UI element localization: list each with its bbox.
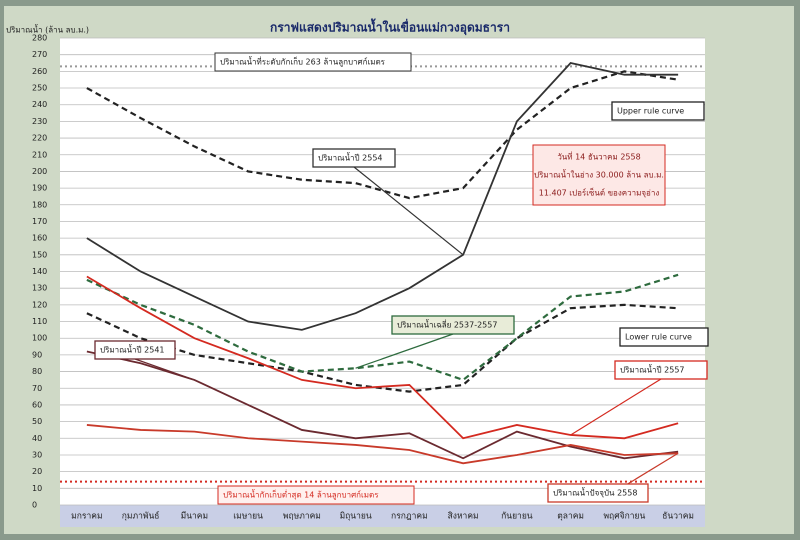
- series-label-box: [391, 315, 515, 335]
- series-label-box: [619, 327, 709, 347]
- reference-label: ปริมาณน้ำกักเก็บต่ำสุด 14 ล้านลูกบาศก์เม…: [223, 489, 379, 501]
- legend-label: ปริมาณน้ำปี 2557: [620, 364, 685, 375]
- y-tick-label: 150: [32, 250, 47, 259]
- series-line: [86, 62, 679, 331]
- y-tick-label: 40: [32, 434, 42, 443]
- y-tick-label: 170: [32, 217, 47, 226]
- y-tick-label: 80: [32, 367, 42, 376]
- x-tick-label: พฤศจิกายน: [603, 512, 645, 522]
- y-tick-label: 10: [32, 484, 42, 493]
- x-tick-label: พฤษภาคม: [283, 512, 321, 522]
- series-line: [86, 273, 679, 382]
- x-tick-label: กรกฎาคม: [391, 512, 428, 522]
- info-text: 11.407 เปอร์เซ็นต์ ของความจุอ่าง: [539, 188, 660, 198]
- legend-label: ปริมาณน้ำปี 2554: [318, 152, 383, 163]
- reference-label-box: [214, 52, 412, 72]
- y-tick-label: 60: [32, 400, 42, 409]
- y-tick-label: 210: [32, 150, 47, 159]
- x-tick-label: มีนาคม: [181, 511, 208, 522]
- series-label-box: [94, 340, 176, 360]
- y-tick-label: 230: [32, 117, 47, 126]
- y-tick-label: 220: [32, 134, 47, 143]
- y-tick-label: 0: [32, 501, 37, 510]
- legend-label: ปริมาณน้ำปี 2541: [100, 344, 165, 355]
- y-tick-label: 130: [32, 284, 47, 293]
- series-line: [86, 424, 679, 465]
- y-tick-label: 160: [32, 234, 47, 243]
- x-tick-label: กุมภาพันธ์: [122, 511, 160, 522]
- x-tick-label: ธันวาคม: [662, 512, 694, 522]
- month-band: [60, 505, 705, 527]
- legend-label: Lower rule curve: [625, 333, 692, 342]
- label-arrow: [570, 378, 662, 436]
- reference-label: ปริมาณน้ำที่ระดับกักเก็บ 263 ล้านลูกบาศก…: [220, 56, 386, 68]
- x-tick-label: สิงหาคม: [448, 512, 479, 522]
- info-text: วันที่ 14 ธันวาคม 2558: [557, 151, 640, 162]
- y-tick-label: 120: [32, 300, 47, 309]
- y-tick-label: 200: [32, 167, 47, 176]
- legend-label: ปริมาณน้ำปัจจุบัน 2558: [553, 487, 637, 498]
- info-text: ปริมาณน้ำในอ่าง 30.000 ล้าน ลบ.ม.: [534, 169, 664, 180]
- y-tick-label: 260: [32, 67, 47, 76]
- label-arrow: [353, 166, 464, 256]
- x-tick-label: ตุลาคม: [557, 512, 584, 522]
- legend-label: ปริมาณน้ำเฉลี่ย 2537-2557: [397, 319, 497, 330]
- series-label-box: [614, 360, 708, 380]
- y-tick-label: 20: [32, 467, 42, 476]
- x-tick-label: มกราคม: [71, 512, 102, 522]
- y-tick-label: 250: [32, 84, 47, 93]
- y-tick-label: 190: [32, 184, 47, 193]
- y-tick-label: 70: [32, 384, 42, 393]
- y-tick-label: 180: [32, 200, 47, 209]
- reference-label-box: [217, 485, 415, 505]
- y-tick-label: 90: [32, 350, 42, 359]
- series-label-box: [547, 483, 649, 503]
- y-tick-label: 30: [32, 450, 42, 459]
- series-line: [86, 70, 679, 200]
- series-label-box: [312, 148, 396, 168]
- legend-label: Upper rule curve: [617, 107, 684, 116]
- chart-title: กราฟแสดงปริมาณน้ำในเขื่อนแม่กวงอุดมธารา: [270, 18, 510, 36]
- series-label-box: [611, 101, 705, 121]
- y-tick-label: 240: [32, 100, 47, 109]
- y-axis-label: ปริมาณน้ำ (ล้าน ลบ.ม.): [6, 24, 89, 35]
- label-arrow: [355, 333, 454, 369]
- x-tick-label: กันยายน: [501, 512, 533, 522]
- y-tick-label: 280: [32, 34, 47, 43]
- x-tick-label: เมษายน: [233, 512, 263, 522]
- label-arrow: [134, 358, 195, 381]
- y-tick-label: 270: [32, 50, 47, 59]
- y-tick-label: 140: [32, 267, 47, 276]
- info-box: [532, 144, 666, 206]
- y-tick-label: 50: [32, 417, 42, 426]
- y-tick-label: 100: [32, 334, 47, 343]
- y-tick-label: 110: [32, 317, 47, 326]
- series-line: [86, 275, 679, 440]
- x-tick-label: มิถุนายน: [340, 512, 372, 522]
